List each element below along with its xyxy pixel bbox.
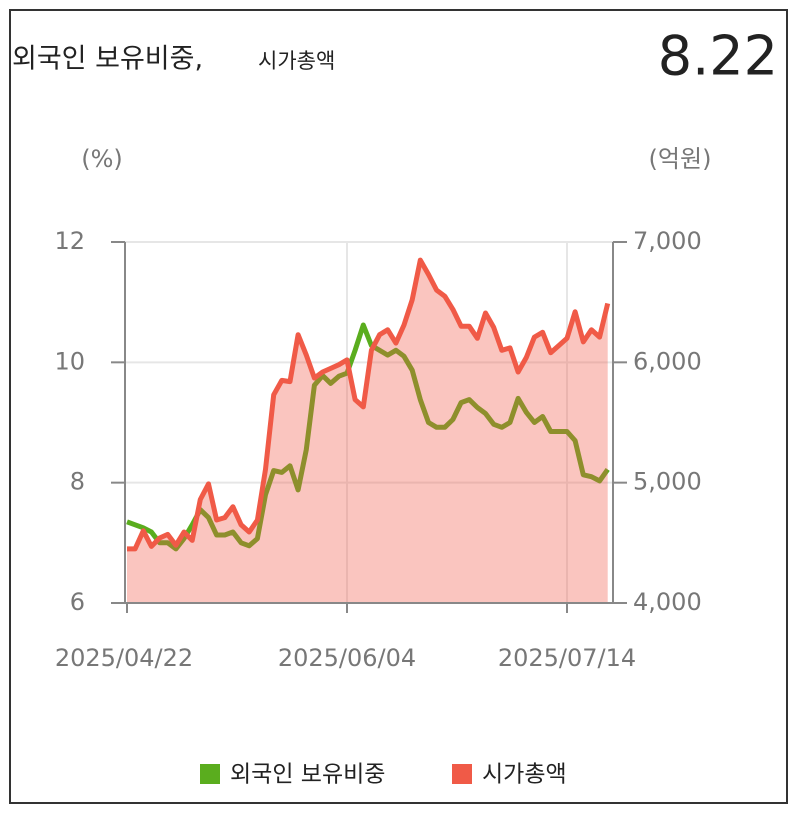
line bbox=[126, 322, 610, 552]
legend-label: 외국인 보유비중 bbox=[230, 762, 385, 788]
chart-subtitle: 시가총액 bbox=[258, 49, 335, 73]
chart-title: 외국인 보유비중, bbox=[12, 44, 203, 75]
frame bbox=[9, 9, 788, 804]
y2-tick-label: 5,000 bbox=[633, 468, 702, 496]
y2-tick-label: 7,000 bbox=[633, 227, 702, 255]
y-axis-label: (%) bbox=[81, 145, 123, 173]
y-tick-label: 10 bbox=[54, 347, 85, 375]
legend-swatch bbox=[452, 764, 472, 784]
area bbox=[127, 260, 608, 603]
x-tick-label: 2025/07/14 bbox=[498, 644, 636, 672]
y-tick-label: 8 bbox=[70, 468, 85, 496]
y2-tick-label: 4,000 bbox=[633, 588, 702, 616]
current-value: 8.22 bbox=[658, 25, 778, 88]
legend-label: 시가총액 bbox=[482, 762, 567, 788]
y-tick-label: 6 bbox=[70, 588, 85, 616]
x-tick-label: 2025/04/22 bbox=[55, 644, 193, 672]
y-tick-label: 12 bbox=[54, 227, 85, 255]
line bbox=[127, 257, 611, 552]
y2-tick-label: 6,000 bbox=[633, 347, 702, 375]
x-tick-label: 2025/06/04 bbox=[278, 644, 416, 672]
legend-swatch bbox=[200, 764, 220, 784]
y2-axis-label: (억원) bbox=[649, 145, 712, 173]
